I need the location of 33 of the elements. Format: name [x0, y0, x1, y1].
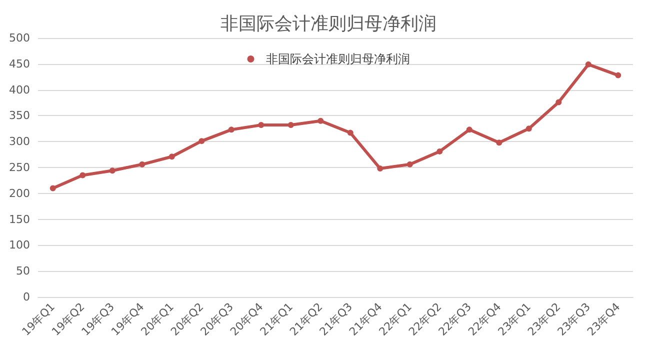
point	[139, 161, 146, 168]
point	[496, 140, 502, 146]
y-tick-label: 450	[9, 57, 30, 70]
point	[585, 61, 592, 68]
point	[109, 168, 116, 174]
point	[615, 72, 622, 78]
chart-title: 非国际会计准则归母净利润	[220, 14, 436, 34]
y-tick-label: 200	[9, 186, 30, 200]
y-tick-label: 400	[9, 83, 30, 96]
point	[258, 122, 264, 128]
point	[406, 161, 413, 168]
y-tick-label: 250	[9, 161, 30, 174]
point	[198, 138, 205, 144]
point	[436, 148, 443, 154]
legend-label: 非国际会计准则归母净利润	[266, 52, 410, 66]
y-tick-label: 0	[23, 290, 30, 304]
y-tick-label: 100	[9, 238, 30, 252]
point	[466, 126, 472, 133]
point	[50, 185, 56, 192]
point	[80, 172, 86, 178]
point	[347, 130, 354, 136]
y-tick-label: 500	[9, 32, 30, 44]
y-tick-label: 350	[9, 109, 30, 122]
y-tick-label: 300	[9, 135, 30, 148]
point	[377, 166, 384, 172]
point	[288, 122, 294, 128]
point	[168, 154, 175, 160]
y-tick-label: 150	[9, 212, 30, 226]
point	[526, 126, 532, 132]
point	[318, 118, 324, 124]
y-tick-label: 50	[16, 264, 30, 278]
point	[228, 126, 234, 133]
point	[556, 99, 562, 106]
